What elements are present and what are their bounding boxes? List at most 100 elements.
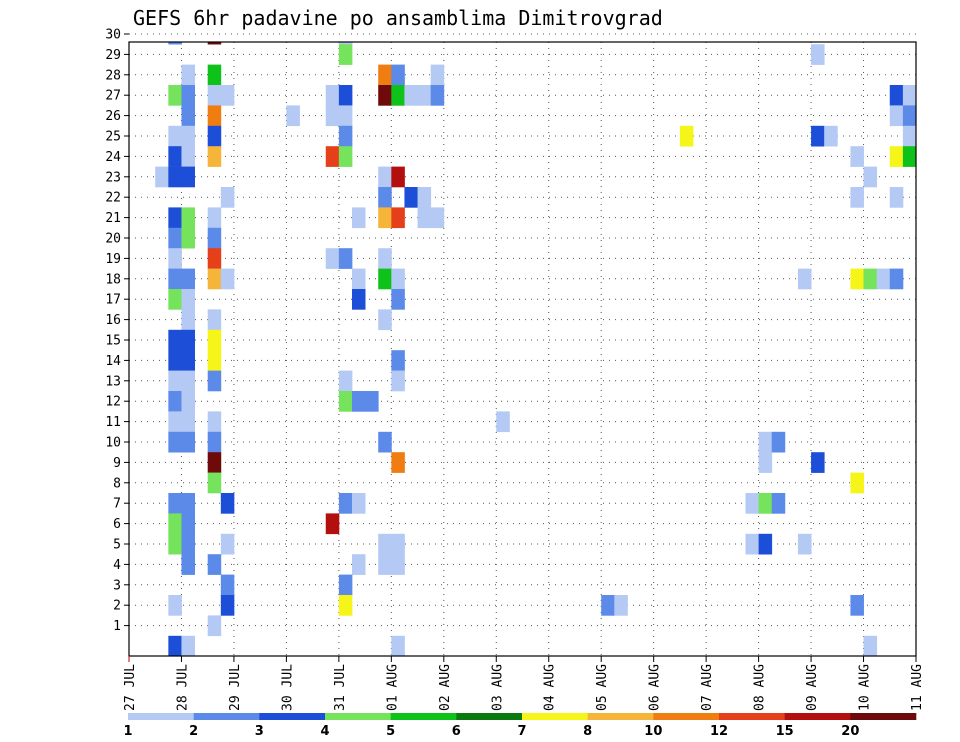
heatmap-cell (902, 105, 917, 127)
heatmap-cell (181, 431, 195, 453)
y-tick-label: 17 (105, 293, 121, 308)
heatmap-cell (168, 248, 182, 269)
heatmap-cell (207, 227, 222, 249)
x-tick-label: 01 AUG (385, 664, 400, 711)
heatmap-cells (155, 42, 917, 657)
colorbar-label: 20 (841, 724, 859, 739)
heatmap-cell (168, 635, 182, 657)
heatmap-cell (430, 85, 445, 106)
y-tick-label: 16 (105, 313, 121, 328)
heatmap-cell (207, 85, 222, 106)
heatmap-cell (338, 493, 353, 514)
heatmap-cell (614, 595, 628, 616)
heatmap-cell (168, 411, 182, 433)
heatmap-cell (758, 533, 773, 555)
heatmap-cell (207, 411, 222, 433)
grid-lines (129, 33, 916, 656)
heatmap-cell (181, 125, 195, 147)
heatmap-cell (771, 493, 786, 514)
x-tick-label: 31 JUL (333, 664, 348, 711)
heatmap-cell (601, 595, 615, 616)
heatmap-cell (181, 350, 195, 371)
heatmap-cell (745, 493, 759, 514)
heatmap-cell (391, 554, 405, 575)
heatmap-cell (220, 187, 235, 208)
heatmap-cell (207, 472, 222, 494)
heatmap-cell (391, 452, 405, 473)
heatmap-cell (378, 533, 392, 555)
heatmap-cell (391, 533, 405, 555)
heatmap-cell (325, 105, 340, 127)
heatmap-cell (168, 329, 182, 351)
y-tick-label: 8 (113, 476, 121, 491)
heatmap-cell (351, 391, 366, 412)
heatmap-cell (168, 207, 182, 229)
colorbar-swatch (128, 713, 194, 720)
heatmap-cell (338, 44, 353, 65)
heatmap-cell (207, 268, 222, 290)
heatmap-cell (391, 370, 405, 392)
heatmap-cell (417, 85, 432, 106)
heatmap-cell (181, 493, 195, 514)
heatmap-cell (181, 635, 195, 657)
heatmap-cell (338, 595, 353, 616)
heatmap-cell (338, 105, 353, 127)
heatmap-cell (155, 166, 169, 188)
x-tick-label: 10 AUG (858, 664, 873, 711)
y-tick-label: 30 (105, 28, 121, 43)
heatmap-cell (338, 370, 353, 392)
colorbar-swatch (522, 713, 588, 720)
colorbar-swatch (456, 713, 523, 720)
heatmap-cell (207, 42, 222, 45)
colorbar-label: 12 (710, 724, 728, 739)
x-tick-label: 30 JUL (280, 664, 295, 711)
colorbar-swatch (784, 713, 851, 720)
x-tick-label: 05 AUG (595, 664, 610, 711)
x-tick-label: 11 AUG (910, 664, 925, 711)
heatmap-cell (168, 391, 182, 412)
colorbar-label: 5 (386, 724, 395, 739)
heatmap-cell (181, 207, 195, 229)
heatmap-cell (863, 268, 878, 290)
heatmap-cell (811, 452, 825, 473)
heatmap-cell (378, 64, 392, 86)
heatmap-cell (351, 207, 366, 229)
y-axis: 1234567891011121314151617181920212223242… (105, 28, 129, 634)
heatmap-cell (391, 207, 405, 229)
heatmap-cell (338, 42, 353, 45)
heatmap-cell (168, 595, 182, 616)
heatmap-cell (351, 268, 366, 290)
heatmap-cell (378, 85, 392, 106)
heatmap-cell (417, 207, 432, 229)
y-tick-label: 22 (105, 191, 121, 206)
heatmap-cell (207, 615, 222, 637)
heatmap-cell (181, 411, 195, 433)
y-tick-label: 12 (105, 395, 121, 410)
y-tick-label: 5 (113, 538, 121, 553)
x-tick-label: 28 JUL (175, 664, 190, 711)
y-tick-label: 27 (105, 89, 121, 104)
heatmap-cell (207, 452, 222, 473)
heatmap-cell (325, 248, 340, 269)
y-tick-label: 1 (113, 619, 121, 634)
heatmap-cell (797, 533, 812, 555)
heatmap-cell (181, 64, 195, 86)
heatmap-cell (378, 166, 392, 188)
y-tick-label: 29 (105, 48, 121, 63)
x-tick-label: 09 AUG (805, 664, 820, 711)
heatmap-cell (391, 166, 405, 188)
heatmap-cell (168, 146, 182, 167)
y-tick-label: 28 (105, 68, 121, 83)
heatmap-cell (496, 411, 510, 433)
heatmap-cell (181, 391, 195, 412)
heatmap-cell (338, 125, 353, 147)
heatmap-cell (365, 391, 379, 412)
heatmap-cell (168, 493, 182, 514)
heatmap-cell (889, 85, 904, 106)
heatmap-cell (378, 431, 392, 453)
heatmap-cell (168, 350, 182, 371)
heatmap-cell (850, 595, 864, 616)
heatmap-cell (220, 85, 235, 106)
heatmap-cell (181, 533, 195, 555)
colorbar-label: 1 (123, 724, 132, 739)
